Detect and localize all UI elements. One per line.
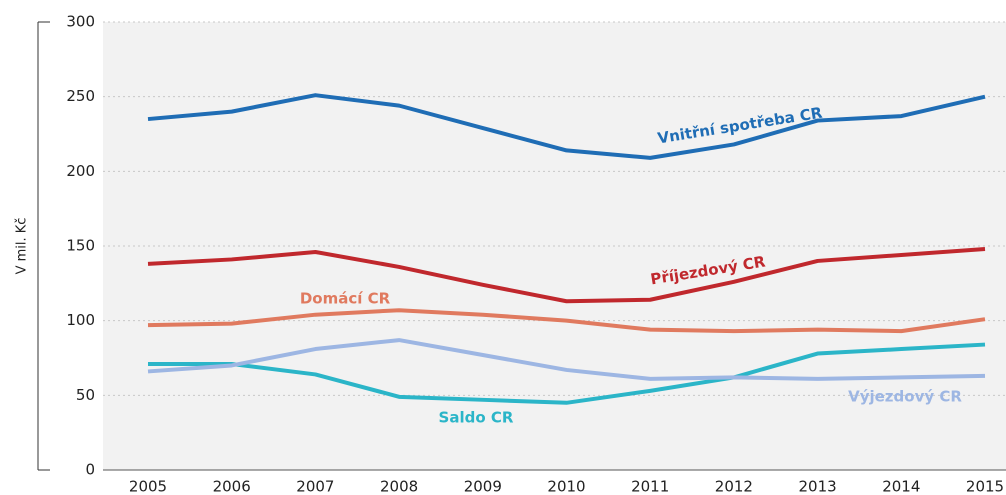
series-line bbox=[148, 342, 986, 405]
x-tick-label: 2011 bbox=[631, 478, 669, 495]
y-tick-label: 0 bbox=[85, 461, 95, 479]
y-tick-label: 200 bbox=[66, 162, 95, 180]
x-tick-label: 2015 bbox=[966, 478, 1004, 495]
x-tick-label: 2007 bbox=[296, 478, 334, 495]
x-tick-label: 2010 bbox=[547, 478, 585, 495]
y-tick-label: 50 bbox=[76, 386, 95, 404]
series-line bbox=[147, 338, 986, 381]
series-line bbox=[147, 93, 986, 160]
x-tick-label: 2012 bbox=[715, 478, 753, 495]
series-label: Výjezdový CR bbox=[848, 388, 962, 406]
y-axis-label: V mil. Kč bbox=[15, 218, 30, 275]
series-line bbox=[147, 246, 986, 304]
y-tick-label: 250 bbox=[66, 87, 95, 105]
series-label: Domácí CR bbox=[300, 290, 391, 308]
x-tick-label: 2005 bbox=[129, 478, 167, 495]
x-tick-label: 2014 bbox=[882, 478, 920, 495]
series-label: Saldo CR bbox=[439, 409, 514, 427]
x-tick-label: 2009 bbox=[464, 478, 502, 495]
y-tick-label: 150 bbox=[66, 237, 95, 255]
x-tick-label: 2008 bbox=[380, 478, 418, 495]
y-tick-label: 300 bbox=[66, 13, 95, 31]
x-tick-label: 2013 bbox=[799, 478, 837, 495]
x-tick-label: 2006 bbox=[213, 478, 251, 495]
y-tick-label: 100 bbox=[66, 311, 95, 329]
series-line bbox=[147, 308, 986, 334]
